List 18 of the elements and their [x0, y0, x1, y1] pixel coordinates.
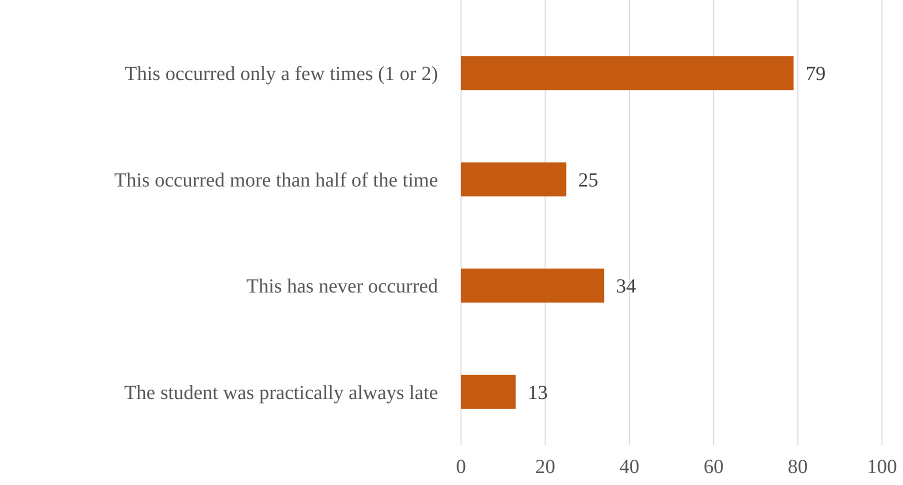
x-tick-label: 40: [619, 456, 640, 478]
bar: [461, 56, 794, 90]
data-label: 79: [806, 63, 826, 86]
y-tick-label: This has never occurred: [246, 276, 438, 298]
x-tick-label: 80: [788, 456, 808, 478]
x-tick-label: 0: [456, 456, 466, 478]
data-label: 25: [578, 169, 598, 192]
y-tick-label: This occurred only a few times (1 or 2): [124, 63, 438, 86]
y-tick-label: The student was practically always late: [124, 382, 438, 404]
bar: [461, 374, 516, 409]
bar: [461, 268, 604, 303]
bar: [461, 162, 566, 196]
y-tick-label: This occurred more than half of the time: [114, 169, 438, 192]
x-tick-label: 100: [867, 456, 897, 478]
data-label: 34: [616, 276, 636, 298]
x-tick-label: 20: [535, 456, 556, 478]
data-label: 13: [528, 382, 548, 404]
x-tick-label: 60: [704, 456, 724, 478]
